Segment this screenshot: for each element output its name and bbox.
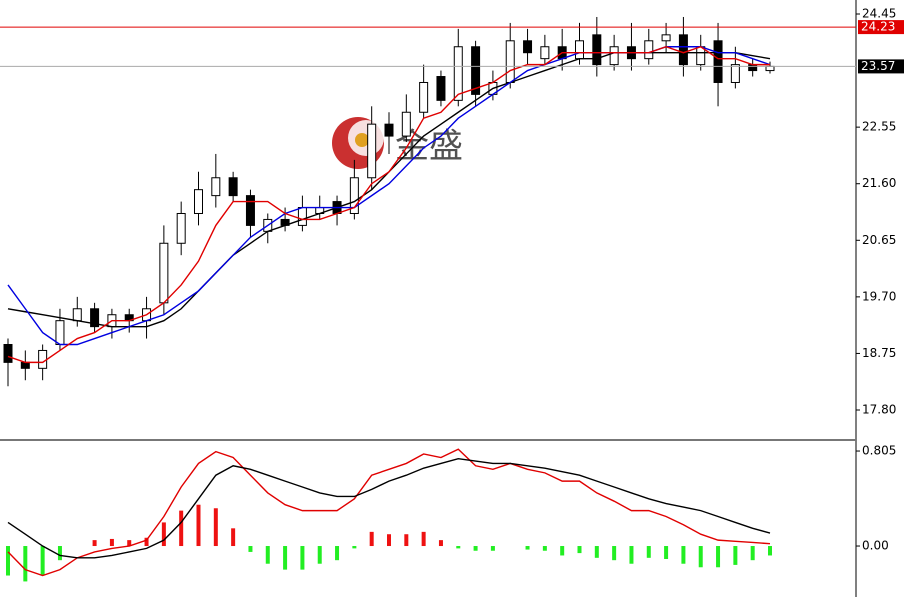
ma-line (7, 45, 770, 364)
candle-body (730, 64, 740, 83)
candle-body (453, 46, 463, 101)
macd-line (7, 448, 771, 577)
histogram-bar (473, 546, 478, 551)
candle-body (245, 195, 255, 226)
candle-body (678, 34, 688, 66)
histogram-bar (317, 546, 322, 564)
candle-body (592, 34, 602, 66)
candle-body (748, 64, 758, 72)
histogram-bar (213, 508, 218, 547)
histogram-bar (6, 546, 10, 576)
candle-body (194, 189, 203, 214)
histogram-bar (594, 546, 599, 558)
histogram-bar (144, 537, 149, 547)
candle-body (401, 111, 411, 137)
candle-body (367, 123, 377, 179)
candle-body (20, 361, 30, 369)
histogram-bar (490, 546, 495, 551)
y-tick-label: 21.60 (862, 176, 896, 190)
y-tick-label: 22.55 (862, 120, 896, 134)
histogram-bar (109, 538, 114, 547)
y-tick-label: 24.45 (862, 6, 896, 20)
macd-line (7, 457, 771, 559)
histogram-bar (231, 528, 236, 547)
candle-body (38, 349, 48, 369)
histogram-bar (179, 510, 184, 547)
candle-body (436, 76, 446, 101)
histogram-bar (560, 546, 565, 556)
histogram-bar (733, 546, 738, 565)
histogram-bar (664, 546, 669, 560)
histogram-bar (716, 546, 721, 568)
candle-body (384, 123, 394, 137)
y-tick-label: 17.80 (862, 403, 896, 417)
histogram-bar (768, 546, 772, 556)
candle-body (505, 40, 515, 83)
candle-body (3, 344, 13, 363)
candle-body (349, 177, 359, 214)
histogram-bar (542, 546, 547, 551)
candle-body (644, 40, 654, 60)
candle-body (90, 308, 100, 328)
y-tick-label: 20.65 (862, 233, 896, 247)
y-tick-label: 19.70 (862, 289, 896, 303)
candle-body (471, 46, 481, 95)
histogram-bar (57, 546, 62, 561)
histogram-bar (456, 546, 461, 549)
candle-body (765, 65, 775, 72)
histogram-bar (681, 546, 686, 564)
histogram-bar (300, 546, 305, 570)
histogram-bar (387, 534, 391, 547)
candle-body (211, 177, 221, 197)
histogram-bar (352, 546, 357, 549)
histogram-bar (404, 534, 409, 547)
histogram-bar (283, 546, 288, 570)
y-tick-label: 0.00 (862, 539, 889, 553)
logo (355, 133, 369, 147)
macd-panel: 0.805 0.00 (6, 444, 896, 582)
candle-body (575, 40, 584, 60)
candle-body (297, 207, 307, 226)
histogram-bar (196, 504, 201, 547)
histogram-bar (127, 540, 132, 547)
histogram-bar (265, 546, 270, 564)
price-label-box (858, 20, 904, 35)
candle-body (176, 212, 186, 244)
histogram-bar (369, 531, 374, 547)
candle-body (523, 40, 533, 54)
histogram-bar (577, 546, 582, 554)
histogram-bar (438, 540, 443, 547)
histogram-bar (629, 546, 634, 564)
price-label: 24.23 (861, 20, 895, 34)
histogram-bar (525, 546, 530, 550)
histogram-bar (335, 546, 340, 561)
histogram-bar (92, 540, 97, 547)
candle-body (713, 40, 723, 83)
candle-body (159, 242, 169, 304)
histogram-bar (248, 546, 253, 552)
candle-body (55, 320, 65, 346)
candle-body (72, 308, 82, 322)
candle-body (540, 46, 550, 60)
y-tick-label: 0.805 (862, 444, 896, 458)
histogram-bar (646, 546, 651, 558)
price-label-box (858, 59, 904, 74)
histogram-bar (612, 546, 617, 561)
candle-body (419, 81, 429, 113)
histogram-bar (161, 522, 166, 547)
candle-body (228, 177, 238, 197)
histogram-bar (421, 531, 426, 547)
price-panel: 24.45 22.55 21.60 20.65 19.70 18.75 17.80 24.23… (0, 6, 904, 417)
histogram-bar (40, 546, 45, 576)
candle-body (609, 46, 619, 66)
histogram-bar (750, 546, 755, 561)
histogram-bar (698, 546, 703, 568)
histogram-bar (23, 546, 28, 582)
y-tick-label: 18.75 (862, 346, 896, 360)
candle-body (661, 34, 671, 42)
price-label: 23.57 (861, 59, 895, 73)
